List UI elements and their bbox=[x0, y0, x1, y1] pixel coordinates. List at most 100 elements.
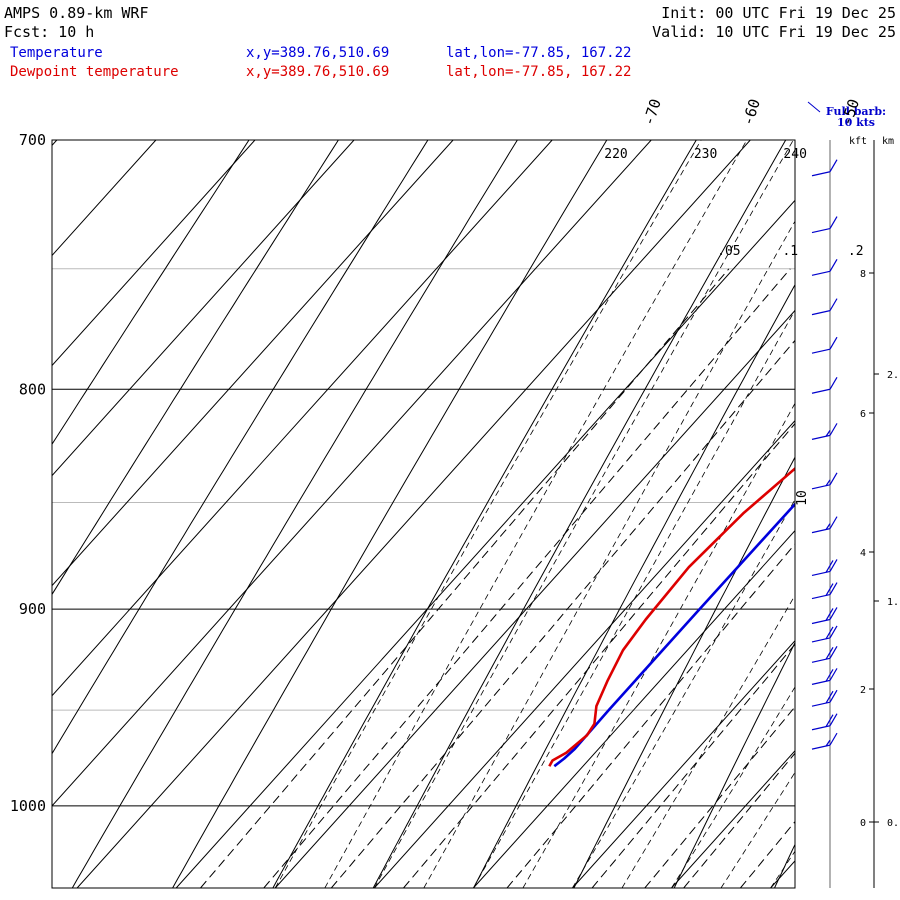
barb-flag bbox=[825, 646, 834, 660]
barb-half-flag bbox=[825, 430, 831, 437]
moist-adiabat bbox=[621, 594, 795, 888]
height-ticks: 8 6 4 2 0 2. 1. 0. bbox=[860, 269, 899, 829]
mixing-ratio-line bbox=[403, 422, 795, 888]
barb-legend-title: Full barb: bbox=[826, 105, 886, 118]
background-lines bbox=[52, 113, 900, 888]
wind-barb bbox=[811, 336, 838, 354]
mixing-ratio-label: .2 bbox=[848, 244, 864, 259]
barb-staff bbox=[811, 434, 831, 440]
mixing-ratio-line bbox=[263, 268, 791, 888]
barb-staff bbox=[811, 388, 831, 394]
barb-flag bbox=[829, 645, 838, 659]
kft-label: 6 bbox=[860, 409, 866, 420]
isotherm bbox=[572, 639, 795, 888]
isotherm bbox=[52, 140, 355, 477]
isotherm bbox=[473, 529, 795, 888]
temperature-trace bbox=[553, 502, 795, 768]
moist-adiabat bbox=[373, 140, 794, 888]
wind-barb bbox=[811, 216, 838, 234]
barb-flag bbox=[825, 583, 834, 596]
isotherm bbox=[52, 140, 157, 257]
barb-flag bbox=[829, 582, 838, 595]
isobars bbox=[52, 139, 795, 807]
barb-flag bbox=[829, 668, 838, 681]
plot-frame bbox=[51, 139, 796, 889]
theta-label: 220 bbox=[604, 147, 627, 162]
barb-flag bbox=[825, 714, 834, 728]
barb-staff bbox=[811, 637, 831, 643]
barb-flag bbox=[829, 216, 838, 229]
moist-adiabat bbox=[820, 116, 900, 888]
barb-legend-units: 10 kts bbox=[837, 116, 875, 129]
height-axis-kft-label: kft bbox=[849, 136, 867, 147]
barb-flag bbox=[829, 559, 838, 572]
temperature-latlon: lat,lon=-77.85, 167.22 bbox=[446, 45, 631, 61]
mixing-ratio-line bbox=[506, 543, 795, 888]
barb-flag bbox=[825, 626, 834, 640]
dewpoint-xy: x,y=389.76,510.69 bbox=[246, 64, 389, 80]
barb-flag bbox=[829, 423, 838, 436]
barb-half-flag bbox=[825, 523, 831, 530]
moist-adiabat bbox=[324, 140, 748, 888]
dry-adiabat bbox=[875, 113, 900, 888]
barb-flag bbox=[829, 336, 838, 350]
km-label: 2. bbox=[887, 370, 899, 381]
wind-barb bbox=[811, 645, 838, 663]
wind-barb bbox=[811, 559, 838, 577]
dry-adiabat bbox=[71, 140, 518, 888]
moist-adiabat bbox=[473, 309, 795, 888]
wind-barb bbox=[811, 732, 838, 750]
isotherm bbox=[52, 140, 553, 697]
isotherm bbox=[373, 419, 795, 888]
wind-barb bbox=[811, 298, 838, 316]
isotherm bbox=[274, 309, 795, 888]
pressure-label: 700 bbox=[19, 131, 46, 149]
barb-staff bbox=[811, 348, 831, 354]
kft-label: 2 bbox=[860, 685, 866, 696]
barb-flag bbox=[829, 298, 838, 311]
barb-flag bbox=[829, 472, 838, 486]
barb-staff bbox=[811, 528, 831, 534]
isotherm bbox=[52, 140, 454, 587]
moist-adiabat bbox=[720, 771, 795, 888]
wind-barb bbox=[811, 607, 838, 625]
barb-staff bbox=[811, 744, 831, 750]
kft-label: 8 bbox=[860, 269, 866, 280]
isotherm bbox=[175, 199, 795, 888]
temperature-xy: x,y=389.76,510.69 bbox=[246, 45, 389, 61]
mixing-ratio-label: .05 bbox=[717, 244, 740, 259]
wind-barb bbox=[811, 516, 838, 534]
dewpoint-trace bbox=[548, 466, 795, 767]
barb-staff bbox=[811, 310, 831, 316]
barb-flag bbox=[829, 159, 838, 173]
pressure-label: 800 bbox=[19, 380, 46, 398]
dewpoint-latlon: lat,lon=-77.85, 167.22 bbox=[446, 64, 631, 80]
init-time: Init: 00 UTC Fri 19 Dec 25 bbox=[661, 4, 896, 22]
mixing-ratio-line bbox=[644, 706, 795, 888]
barb-flag bbox=[829, 713, 838, 727]
barb-staff bbox=[811, 725, 831, 731]
moist-adiabat bbox=[423, 220, 795, 888]
isotherm-label: -60 bbox=[739, 97, 764, 128]
moist-adiabat bbox=[522, 402, 795, 888]
mixing-ratio-line bbox=[683, 752, 795, 888]
isotherm bbox=[76, 140, 751, 888]
axis-labels: .05.1.2.4123467008009001000-70-60-50-40-… bbox=[10, 97, 864, 815]
barb-half-flag bbox=[825, 479, 831, 487]
pressure-label: 1000 bbox=[10, 797, 46, 815]
mixing-ratio-line bbox=[591, 643, 795, 888]
dry-adiabat bbox=[172, 140, 608, 888]
wind-barb bbox=[811, 258, 838, 276]
isotherm bbox=[671, 750, 795, 888]
barb-staff bbox=[811, 618, 831, 625]
barb-flag bbox=[829, 376, 838, 390]
wind-barb bbox=[811, 376, 838, 394]
mixing-ratio-line bbox=[200, 268, 730, 888]
wind-barb bbox=[811, 713, 838, 731]
wind-barb bbox=[811, 668, 838, 685]
thetae-label: 10 bbox=[795, 490, 810, 506]
isotherm-label: -70 bbox=[639, 97, 664, 128]
dry-adiabat bbox=[473, 283, 795, 888]
wind-barb bbox=[811, 625, 838, 643]
